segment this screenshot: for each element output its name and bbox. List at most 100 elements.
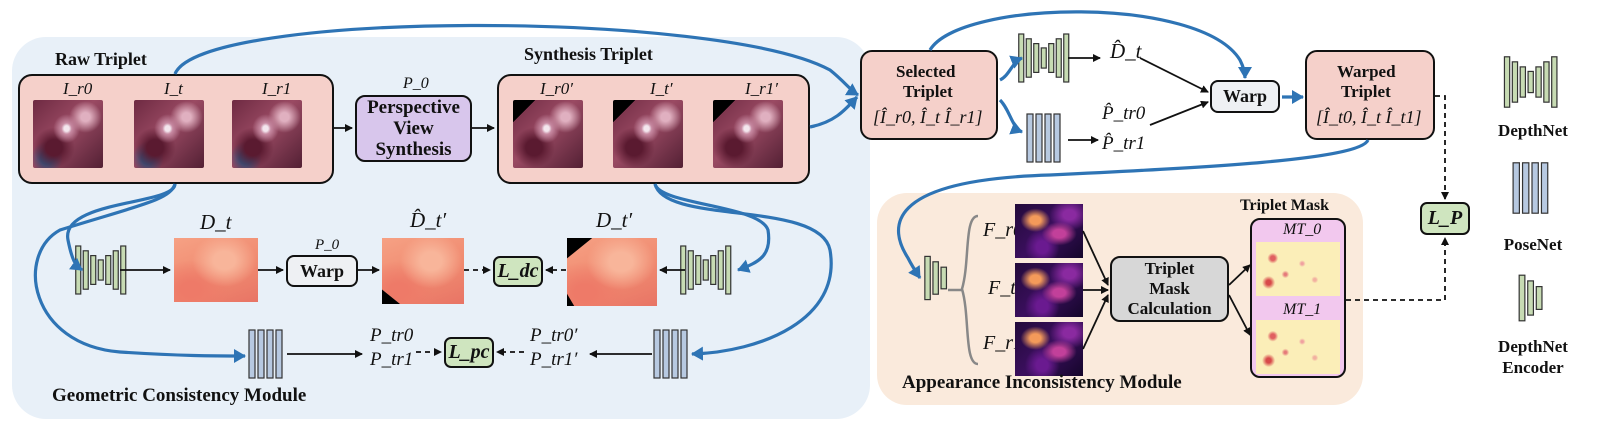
depthnet-icon [717,250,724,290]
depthnet-icon [105,255,112,286]
feature-label: F_r1 [983,332,1023,354]
depthnet-icon [1048,42,1055,73]
synth-frame-label: I_r1′ [745,79,778,98]
appearance-module-title: Appearance Inconsistency Module [902,372,1182,393]
flow-arrow [653,183,771,273]
posenet-icon [671,329,679,379]
mask-label: MT_0 [1283,221,1322,238]
flow-arrow [999,55,1023,82]
raw-frame-image [232,100,302,168]
triplet-mask-calculation-box: Triplet Mask Calculation [1110,256,1229,322]
depthnet-icon [97,259,104,281]
selected-triplet-formula: [Î_r0, Î_t Î_r1] [873,107,983,127]
posenet-icon [1044,113,1052,163]
tmc-line: Mask [1149,279,1190,298]
black-arrows [120,54,1251,358]
depthnet-icon [1551,56,1558,108]
depthnet-encoder-icon [940,266,948,290]
loss-pc-box: L_pc [444,337,494,368]
depth-hat-label: D̂_t [1110,39,1142,63]
depthnet-icon [687,250,694,290]
depthnet-icon [702,259,709,281]
flow-arrow [173,23,859,97]
depthnet-icon [1535,66,1542,98]
depthnet-icon [1025,38,1032,78]
flow-arrow [998,98,1023,135]
feature-label: F_t [988,277,1016,299]
warped-triplet-title: Warped [1337,62,1396,81]
tmc-line: Triplet [1144,259,1195,278]
posenet-icon [653,329,661,379]
synth-frame-image [613,100,683,168]
flow-arrow [653,183,833,361]
depthnet-icon [1519,66,1527,98]
warped-depth-image [382,238,464,304]
depthnet-icon [82,250,89,290]
posenet-icon [1531,162,1539,214]
feature-map-image [1015,204,1083,258]
depthnet-icon [1543,61,1550,103]
warped-triplet-formula: [Î_t0, Î_t Î_t1] [1316,107,1422,127]
legend-label-depthnet: DepthNet [1498,121,1568,140]
dashed-arrows [416,95,1449,356]
pose-hat-label: P̂_tr1 [1102,133,1146,154]
selected-triplet-title: Triplet [903,82,953,101]
depthnet-icon [1511,61,1519,103]
posenet-icon [248,329,256,379]
synth-depth-border [567,293,575,306]
depthnet-icon [1033,42,1040,73]
depthnet-icon [1527,70,1534,94]
feature-map-image [1015,263,1083,317]
selected-triplet-title: Selected [896,62,956,81]
warped-triplet-title: Triplet [1341,82,1391,101]
mask-image [1256,320,1340,374]
warped-depth-label: D̂_t′ [410,208,447,232]
loss-p-box: L_P [1420,202,1470,235]
feature-map-image [1015,322,1083,376]
posenet-icon [266,329,274,379]
tmc-line: Calculation [1127,299,1212,318]
network-icons [75,33,1558,379]
triplet-mask-title: Triplet Mask [1240,197,1330,214]
flow-arrow [897,139,1370,279]
flow-arrow [33,183,246,363]
posenet-icon [662,329,670,379]
depthnet-icon [1055,38,1062,78]
depthnet-icon [710,255,717,286]
pvs-line: Synthesis [375,139,452,160]
depthnet-icon [1503,56,1511,108]
pose-label-synth: P_tr0′ [530,325,578,346]
depthnet-icon [695,255,702,286]
synth-frame-label: I_r0′ [540,79,573,98]
depthnet-encoder-icon [932,261,939,295]
raw-frame-label: I_t [164,79,183,98]
pose-label: P_tr0 [370,325,414,346]
depthnet-icon [1040,47,1047,69]
warp-param: P_0 [315,237,340,253]
warped-triplet-box [1305,50,1435,140]
depth-map-image [174,238,258,302]
posenet-icon [275,329,283,379]
posenet-icon [1035,113,1043,163]
raw-frame-label: I_r1 [262,79,292,98]
selected-triplet-box [860,50,998,140]
raw-frame-image [134,100,204,168]
warp-box-geo: Warp [286,255,358,287]
depthnet-encoder-icon [924,255,931,301]
depthnet-encoder-icon [1535,286,1543,311]
posenet-icon [1540,162,1549,214]
raw-frame-label: I_r0 [63,79,93,98]
loss-dc-box: L_dc [493,256,543,287]
warp-box-main: Warp [1210,80,1280,113]
depthnet-icon [112,250,119,290]
synth-frame-image [513,100,583,168]
depthnet-icon [725,245,732,295]
posenet-icon [1053,113,1061,163]
legend-label-depthnet-encoder: DepthNet Encoder [1498,337,1568,377]
posenet-icon [1521,162,1530,214]
depth-label: D_t [200,210,232,234]
pvs-param: P_0 [403,75,429,92]
mask-image [1256,242,1340,296]
pose-hat-label: P̂_tr0 [1102,103,1146,124]
